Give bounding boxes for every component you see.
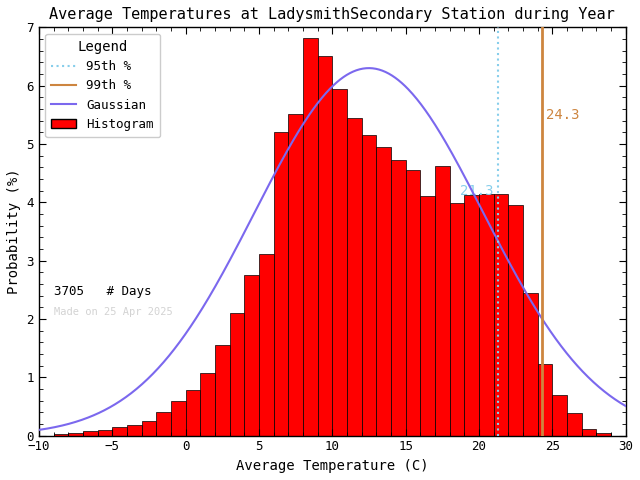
Bar: [259, 253, 273, 436]
Bar: [141, 421, 156, 436]
Bar: [230, 313, 244, 436]
Legend: 95th %, 99th %, Gaussian, Histogram: 95th %, 99th %, Gaussian, Histogram: [45, 34, 160, 137]
Bar: [420, 196, 435, 436]
Bar: [567, 413, 582, 436]
Bar: [112, 428, 127, 436]
Bar: [479, 193, 493, 436]
Bar: [54, 434, 68, 436]
Bar: [391, 160, 406, 436]
Text: 21.3: 21.3: [460, 184, 493, 198]
Bar: [273, 132, 288, 436]
Bar: [406, 170, 420, 436]
Bar: [332, 88, 347, 436]
Bar: [508, 205, 523, 436]
Bar: [97, 430, 112, 436]
X-axis label: Average Temperature (C): Average Temperature (C): [236, 459, 429, 473]
Bar: [127, 425, 141, 436]
Text: 24.3: 24.3: [547, 108, 580, 122]
Bar: [376, 147, 391, 436]
Bar: [215, 345, 230, 436]
Bar: [435, 166, 449, 436]
Text: Made on 25 Apr 2025: Made on 25 Apr 2025: [54, 307, 172, 317]
Text: 3705   # Days: 3705 # Days: [54, 285, 151, 298]
Bar: [538, 364, 552, 436]
Bar: [68, 433, 83, 436]
Bar: [552, 395, 567, 436]
Bar: [83, 431, 97, 436]
Bar: [200, 372, 215, 436]
Bar: [288, 114, 303, 436]
Bar: [493, 193, 508, 436]
Y-axis label: Probability (%): Probability (%): [7, 168, 21, 294]
Bar: [171, 401, 186, 436]
Bar: [582, 429, 596, 436]
Bar: [362, 135, 376, 436]
Bar: [347, 118, 362, 436]
Bar: [156, 412, 171, 436]
Bar: [449, 204, 464, 436]
Bar: [596, 433, 611, 436]
Title: Average Temperatures at LadysmithSecondary Station during Year: Average Temperatures at LadysmithSeconda…: [49, 7, 615, 22]
Bar: [317, 57, 332, 436]
Bar: [303, 38, 317, 436]
Bar: [464, 195, 479, 436]
Bar: [186, 390, 200, 436]
Bar: [523, 293, 538, 436]
Bar: [244, 275, 259, 436]
